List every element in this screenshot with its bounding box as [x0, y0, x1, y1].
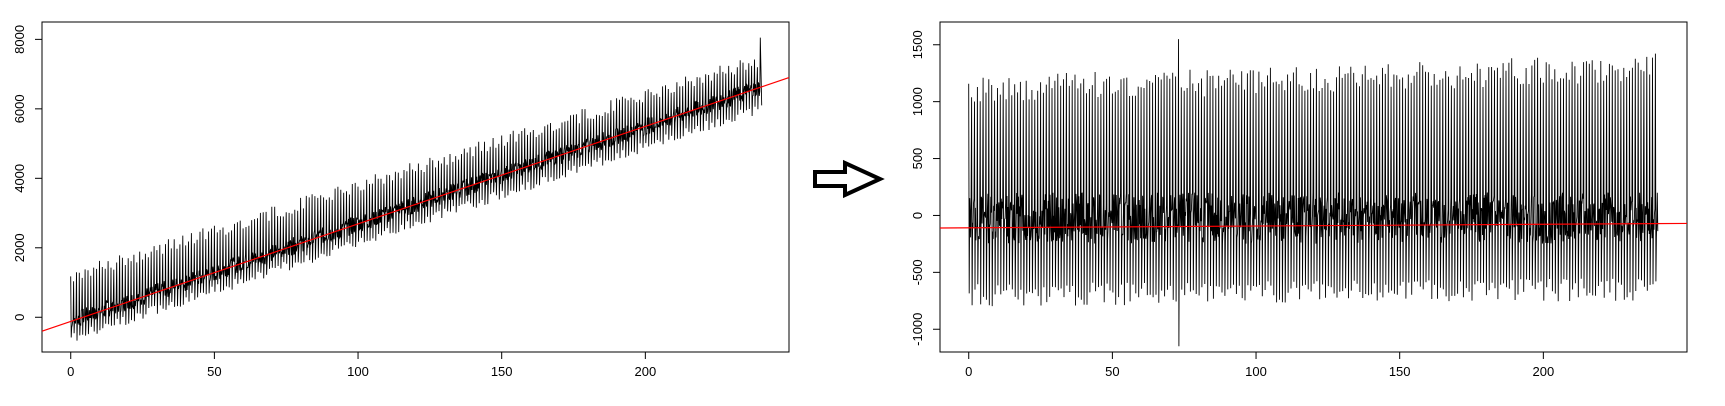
chart-right-axes: 0 50 100 150 200 -1000 -500 0 500 1000 1500 [910, 30, 1554, 379]
chart-left-y-tick-label: 8000 [12, 25, 27, 54]
chart-right-x-tick-label: 50 [1105, 364, 1119, 379]
chart-left-y-tick-label: 4000 [12, 164, 27, 193]
chart-right-y-tick-label: -1000 [910, 313, 925, 346]
chart-right: 0 50 100 150 200 -1000 -500 0 500 1000 1500 [910, 21, 1688, 379]
chart-left-x-tick-label: 200 [634, 364, 656, 379]
chart-left-x-tick-label: 50 [207, 364, 221, 379]
chart-right-y-tick-label: -500 [910, 259, 925, 285]
chart-right-series [968, 39, 1659, 347]
chart-left-series-line [70, 37, 763, 341]
chart-right-y-tick-label: 500 [910, 148, 925, 170]
chart-right-series-line [968, 39, 1659, 347]
chart-left-trend-line [41, 77, 790, 332]
chart-right-trend-line [939, 222, 1688, 229]
chart-left-series [70, 37, 763, 341]
chart-right-y-tick-label: 0 [910, 212, 925, 219]
chart-left-x-tick-label: 0 [67, 364, 74, 379]
chart-right-x-tick-label: 150 [1389, 364, 1411, 379]
right-arrow-icon [813, 159, 885, 199]
chart-left-x-tick-label: 100 [347, 364, 369, 379]
chart-left-plot-frame [41, 21, 790, 353]
chart-left-y-tick-label: 0 [12, 314, 27, 321]
chart-right-x-tick-label: 100 [1245, 364, 1267, 379]
chart-right-y-tick-label: 1000 [910, 87, 925, 116]
chart-left-y-tick-label: 2000 [12, 233, 27, 262]
chart-right-x-tick-label: 0 [965, 364, 972, 379]
chart-left-y-tick-label: 6000 [12, 94, 27, 123]
chart-right-x-tick-label: 200 [1532, 364, 1554, 379]
chart-right-plot-frame [939, 21, 1688, 353]
chart-left-x-tick-label: 150 [491, 364, 513, 379]
chart-right-y-tick-label: 1500 [910, 30, 925, 59]
